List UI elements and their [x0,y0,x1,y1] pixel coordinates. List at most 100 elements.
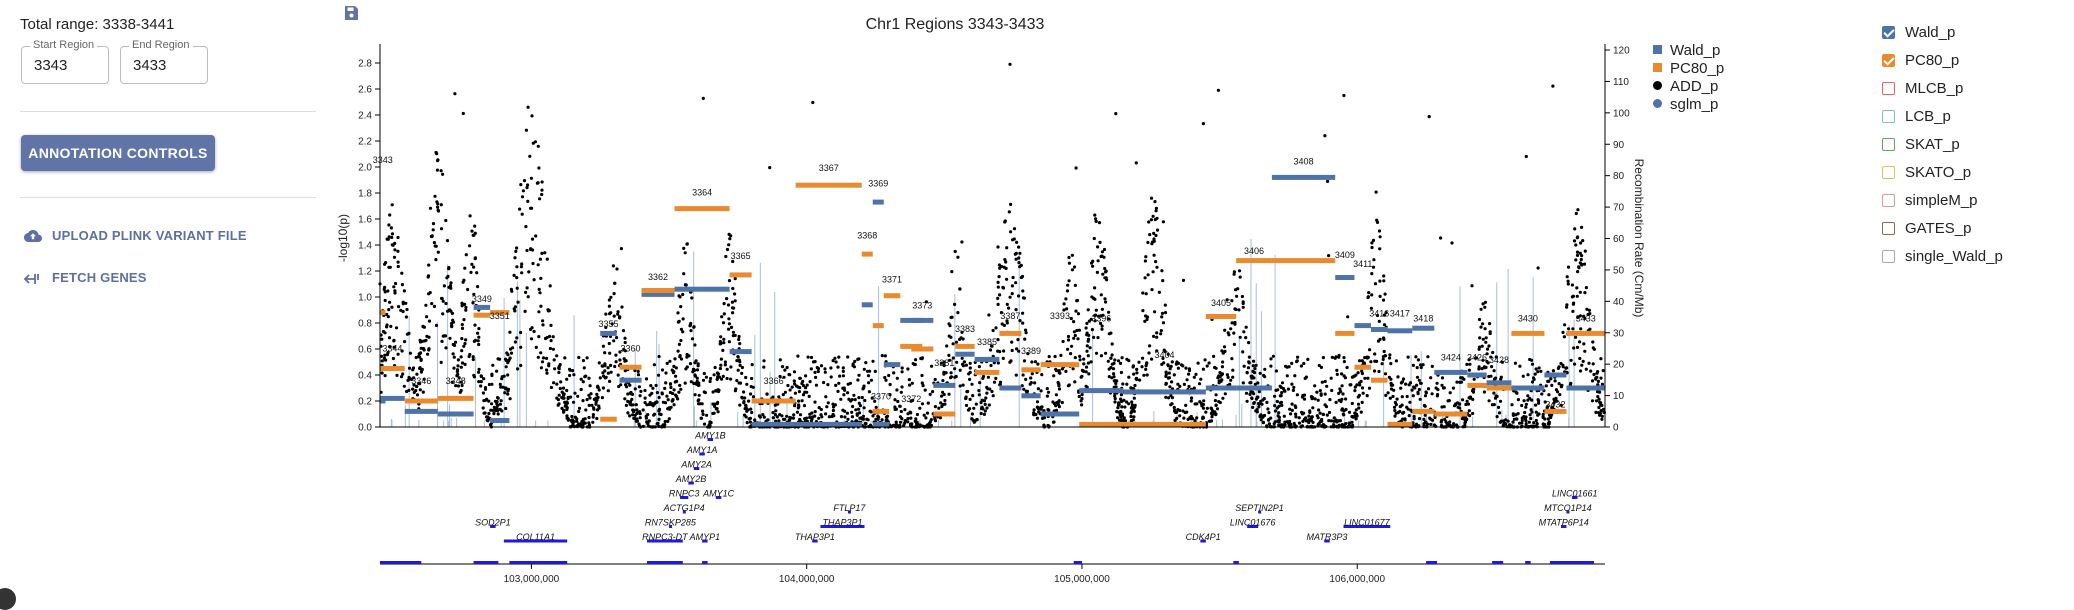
snp-point [1572,239,1577,243]
snp-point [1597,405,1601,410]
snp-point [1423,413,1427,417]
gene-bar [490,525,496,528]
snp-point [1227,333,1231,337]
start-region-field[interactable]: Start Region [21,39,109,84]
checkbox-icon[interactable] [1882,249,1895,263]
snp-point [1515,391,1519,395]
method-checkbox-mlcb-p[interactable]: MLCB_p [1882,74,2003,102]
fetch-genes-button[interactable]: FETCH GENES [24,270,147,285]
snp-point [477,367,481,371]
checkbox-icon[interactable] [1882,137,1895,151]
pc80-region-bar [641,288,675,293]
snp-point [906,367,910,371]
save-icon[interactable] [345,6,358,20]
method-checkbox-pc80-p[interactable]: PC80_p [1882,46,2003,74]
snp-point [379,354,384,358]
annotation-controls-button[interactable]: ANNOTATION CONTROLS [21,135,215,171]
start-region-input[interactable] [34,57,104,74]
snp-point [1257,405,1261,409]
snp-point [600,396,604,400]
snp-point [1566,279,1570,283]
snp-point [1221,396,1225,400]
wald-region-bar [861,302,873,308]
snp-point [622,357,626,361]
snp-point [737,337,741,342]
snp-point [539,351,543,355]
snp-point [1567,327,1571,331]
snp-point [457,376,461,380]
gene-label: AMY1B [694,431,726,441]
snp-point [462,318,466,322]
snp-point [1344,397,1348,401]
snp-point [1084,365,1089,369]
snp-point [1481,322,1485,326]
snp-point [587,415,591,420]
snp-point [1590,379,1595,383]
snp-point [1257,390,1261,394]
snp-point [1382,313,1387,317]
method-checkbox-single-wald-p[interactable]: single_Wald_p [1882,242,2003,270]
snp-point [803,417,807,421]
method-checkbox-simplem-p[interactable]: simpleM_p [1882,186,2003,214]
checkbox-icon[interactable] [1882,193,1895,207]
snp-point [1337,355,1341,359]
snp-point [1234,307,1238,312]
snp-point [1358,359,1362,363]
snp-point [1462,377,1466,381]
method-checkbox-lcb-p[interactable]: LCB_p [1882,102,2003,130]
checkbox-icon[interactable] [1882,53,1895,67]
snp-point [646,421,650,425]
snp-point [1480,344,1484,348]
snp-point [947,392,951,396]
method-checkbox-gates-p[interactable]: GATES_p [1882,214,2003,242]
snp-point [407,366,412,370]
method-checkbox-wald-p[interactable]: Wald_p [1882,18,2003,46]
end-region-input[interactable] [133,57,203,74]
checkbox-icon[interactable] [1882,81,1895,95]
snp-point [1178,414,1182,418]
snp-point [920,373,924,378]
snp-point [1111,367,1116,371]
snp-point [903,408,907,412]
snp-point [1601,369,1605,373]
x-tick-label: 103,000,000 [504,574,560,585]
snp-point [713,365,717,370]
checkbox-icon[interactable] [1882,25,1895,39]
snp-point [856,378,860,382]
snp-point [1256,402,1261,406]
y-tick-label: 2.8 [358,59,372,70]
snp-point [1084,370,1088,374]
checkbox-icon[interactable] [1882,165,1895,179]
checkbox-icon[interactable] [1882,221,1895,235]
snp-point [1417,387,1421,392]
snp-point [731,330,735,334]
snp-point [623,336,627,340]
snp-point [798,413,803,417]
upload-plink-button[interactable]: UPLOAD PLINK VARIANT FILE [24,228,247,243]
snp-point [441,299,445,303]
snp-point [1072,336,1076,340]
snp-point [728,237,732,241]
snp-point [394,326,399,330]
snp-point [506,392,510,396]
method-checkbox-skato-p[interactable]: SKATO_p [1882,158,2003,186]
snp-point [1134,376,1139,380]
method-checkbox-skat-p[interactable]: SKAT_p [1882,130,2003,158]
snp-point [1416,390,1420,394]
snp-point [850,410,854,414]
snp-point [419,346,423,350]
snp-point [1261,420,1265,424]
snp-point [1550,405,1555,409]
gene-bar [820,525,865,528]
snp-point [1318,389,1322,393]
checkbox-icon[interactable] [1882,109,1895,123]
snp-point [805,390,809,394]
end-region-field[interactable]: End Region [120,39,208,84]
snp-point [1233,322,1237,326]
snp-point [1378,235,1382,239]
snp-point [534,345,538,349]
snp-point [1342,413,1346,417]
snp-point [519,330,523,335]
snp-point [1575,345,1580,349]
gene-bar [1560,525,1567,528]
